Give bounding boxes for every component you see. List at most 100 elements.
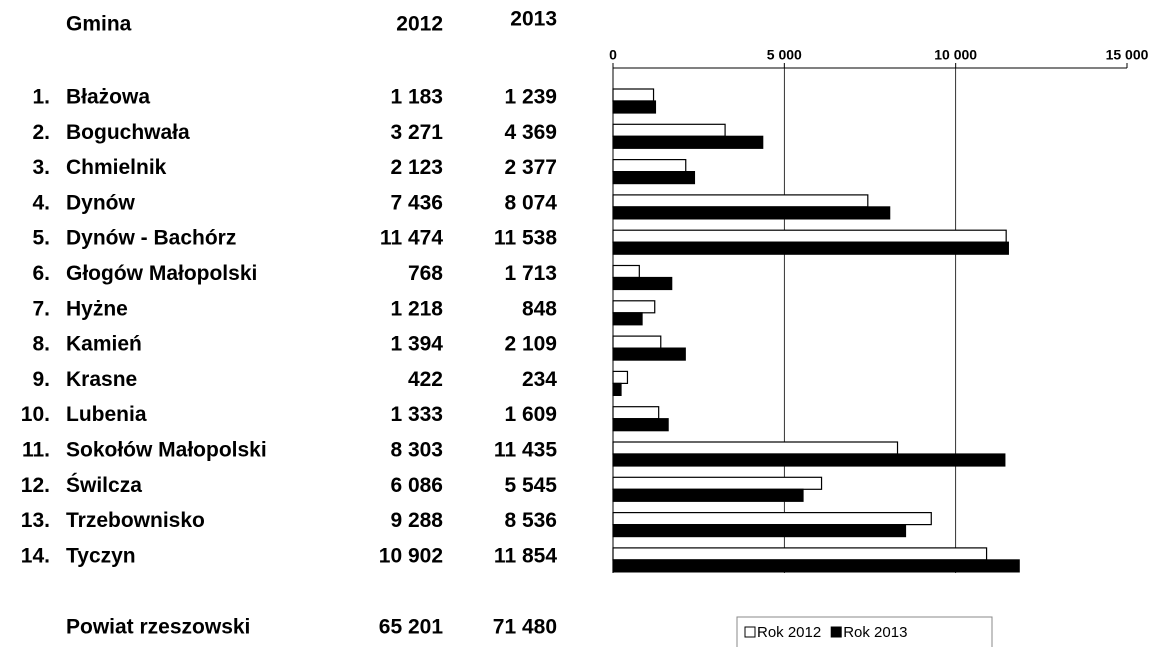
bar — [612, 229, 1007, 243]
total-value: 71 480 — [493, 616, 557, 639]
value-label: 2 109 — [504, 333, 557, 356]
value-label: 1 609 — [504, 403, 557, 426]
value-label: 1 713 — [504, 262, 557, 285]
bar — [612, 135, 764, 149]
bar — [612, 241, 1009, 255]
bar — [612, 335, 662, 349]
value-label: 234 — [522, 368, 557, 391]
value-label: 1 183 — [390, 86, 443, 109]
value-label: 1 239 — [504, 86, 557, 109]
category-label: Dynów — [66, 191, 136, 214]
bar — [612, 547, 988, 561]
bar — [612, 347, 686, 361]
value-label: 768 — [408, 262, 443, 285]
column-header: 2013 — [510, 8, 557, 31]
value-label: 5 545 — [504, 474, 557, 497]
bar — [612, 276, 673, 291]
row-number: 3. — [32, 156, 50, 179]
category-label: Głogów Małopolski — [66, 262, 257, 285]
value-label: 11 538 — [494, 227, 557, 250]
legend-swatch — [830, 626, 842, 638]
row-number: 10. — [21, 403, 50, 426]
row-number: 6. — [32, 262, 50, 285]
x-tick-label: 10 000 — [934, 47, 977, 63]
legend: Rok 2012 Rok 2013 — [736, 616, 993, 647]
bar — [612, 100, 657, 114]
bar — [612, 159, 687, 173]
row-number: 9. — [32, 368, 50, 391]
value-label: 8 536 — [504, 509, 557, 532]
bar — [612, 523, 907, 538]
value-label: 1 218 — [390, 297, 443, 320]
bar — [612, 88, 655, 102]
value-label: 11 435 — [494, 439, 557, 462]
value-label: 2 377 — [504, 156, 557, 179]
bar — [612, 171, 696, 185]
legend-label: Rok 2013 — [843, 624, 907, 641]
legend-swatch — [744, 626, 756, 638]
value-label: 4 369 — [504, 121, 557, 144]
bar — [612, 406, 660, 420]
value-label: 3 271 — [390, 121, 443, 144]
value-label: 6 086 — [390, 474, 443, 497]
column-header: 2012 — [396, 13, 443, 36]
row-number: 8. — [32, 333, 50, 356]
column-header: Gmina — [66, 13, 132, 36]
row-number: 11. — [22, 439, 50, 462]
row-number: 7. — [32, 297, 50, 320]
category-label: Tyczyn — [66, 544, 136, 567]
row-number: 2. — [32, 121, 50, 144]
bar — [612, 194, 869, 208]
row-number: 5. — [32, 227, 50, 250]
category-label: Boguchwała — [66, 121, 190, 144]
total-label: Powiat rzeszowski — [66, 616, 250, 639]
bar — [612, 453, 1006, 467]
x-tick-label: 5 000 — [767, 47, 802, 63]
bar — [612, 300, 656, 314]
bar — [612, 312, 643, 326]
bar — [612, 441, 899, 455]
category-label: Hyżne — [66, 297, 128, 320]
row-number: 4. — [32, 191, 50, 214]
value-label: 2 123 — [390, 156, 443, 179]
value-label: 1 394 — [390, 333, 443, 356]
category-label: Chmielnik — [66, 156, 167, 179]
row-number: 1. — [32, 86, 50, 109]
row-number: 14. — [21, 544, 50, 567]
bar — [612, 382, 622, 396]
category-label: Dynów - Bachórz — [66, 227, 236, 250]
bar — [612, 559, 1020, 573]
category-label: Błażowa — [66, 86, 150, 109]
category-label: Lubenia — [66, 403, 147, 426]
value-label: 11 474 — [380, 227, 443, 250]
value-label: 9 288 — [390, 509, 443, 532]
legend-label: Rok 2012 — [757, 624, 821, 641]
bar — [612, 370, 629, 384]
category-label: Kamień — [66, 333, 142, 356]
category-label: Trzebownisko — [66, 509, 205, 532]
bar — [612, 488, 804, 502]
total-value: 65 201 — [379, 616, 444, 639]
legend-box — [736, 616, 993, 647]
value-label: 8 074 — [504, 191, 557, 214]
bar — [612, 123, 726, 137]
row-number: 13. — [21, 509, 50, 532]
category-label: Sokołów Małopolski — [66, 439, 267, 462]
bar — [612, 476, 823, 490]
bar — [612, 206, 891, 220]
x-tick-label: 0 — [609, 47, 617, 63]
category-label: Świlcza — [66, 473, 142, 497]
value-label: 422 — [408, 368, 443, 391]
value-label: 8 303 — [390, 439, 443, 462]
x-tick-label: 15 000 — [1106, 47, 1149, 63]
row-number: 12. — [21, 474, 50, 497]
value-label: 10 902 — [379, 544, 443, 567]
bar — [612, 264, 640, 279]
value-label: 1 333 — [390, 403, 443, 426]
bar — [612, 511, 932, 526]
category-label: Krasne — [66, 368, 137, 391]
value-label: 11 854 — [494, 544, 557, 567]
value-label: 848 — [522, 297, 557, 320]
bar — [612, 418, 669, 432]
